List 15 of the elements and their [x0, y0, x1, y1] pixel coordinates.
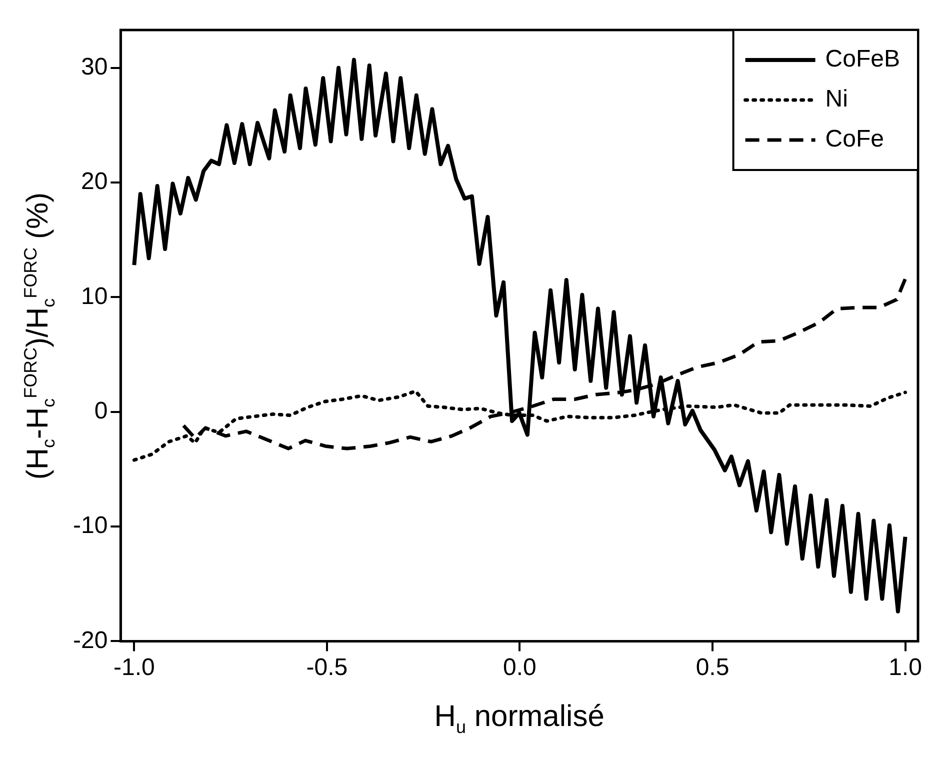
- y-tick-label: -10: [73, 512, 108, 540]
- y-tick-label: 10: [80, 282, 108, 310]
- y-tick-label: 0: [94, 397, 108, 424]
- legend-label: Ni: [825, 86, 848, 113]
- x-tick-label: 0.5: [696, 654, 730, 682]
- x-tick-label: 1.0: [888, 654, 922, 682]
- legend-label: CoFeB: [825, 46, 900, 73]
- x-axis-title: H$_{u}$ normalisé: [434, 700, 604, 738]
- y-tick-label: -20: [73, 626, 108, 654]
- legend-label: CoFe: [825, 126, 884, 153]
- y-tick-label: 20: [80, 168, 108, 196]
- x-tick-label: -0.5: [306, 654, 348, 682]
- x-tick-label: 0.0: [503, 654, 536, 682]
- x-tick-label: -1.0: [114, 654, 155, 682]
- y-tick-label: 30: [80, 53, 108, 80]
